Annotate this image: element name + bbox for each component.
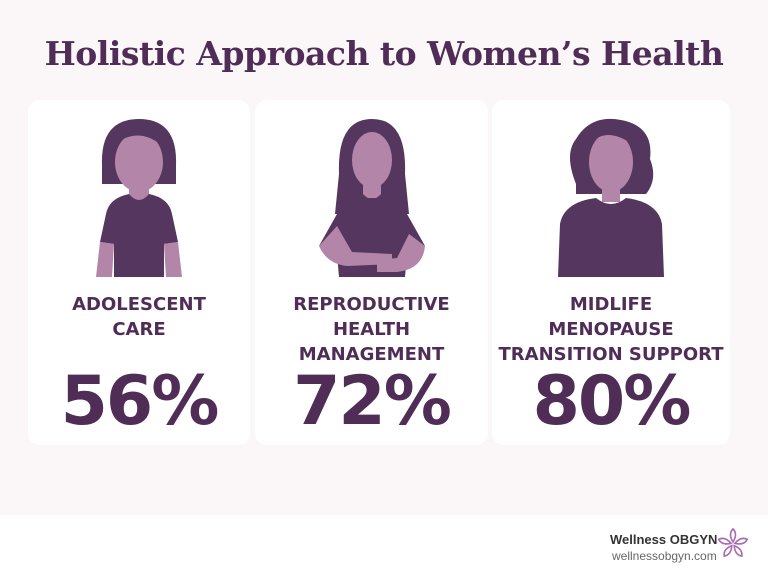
card-label: REPRODUCTIVE HEALTH MANAGEMENT [255, 292, 488, 367]
percentage-value: 80% [532, 362, 692, 441]
footer: Wellness OBGYN wellnessobgyn.com [0, 515, 768, 577]
brand-name: Wellness OBGYN [610, 532, 718, 547]
card-label-line: TRANSITION SUPPORT [498, 344, 724, 365]
card-label-line: MENOPAUSE [548, 319, 674, 340]
card-midlife-menopause: MIDLIFE MENOPAUSE TRANSITION SUPPORT 80% [492, 100, 730, 445]
card-label-line: MIDLIFE [569, 294, 653, 315]
woman-hands-on-abdomen-icon [318, 119, 425, 277]
card-label: ADOLESCENT CARE [28, 292, 250, 342]
card-reproductive-health: REPRODUCTIVE HEALTH MANAGEMENT 72% [255, 100, 488, 445]
midlife-woman-icon [558, 118, 664, 277]
card-label-line: REPRODUCTIVE [293, 294, 450, 315]
adolescent-girl-icon [96, 119, 182, 277]
card-label-line: MANAGEMENT [298, 344, 445, 365]
card-adolescent-care: ADOLESCENT CARE 56% [28, 100, 250, 445]
card-label: MIDLIFE MENOPAUSE TRANSITION SUPPORT [492, 292, 730, 367]
card-label-line: ADOLESCENT [72, 294, 206, 315]
percentage-value: 56% [60, 362, 220, 441]
brand-url: wellnessobgyn.com [612, 549, 717, 563]
percentage-value: 72% [293, 362, 452, 441]
page-title: Holistic Approach to Women’s Health [44, 34, 724, 73]
card-label-line: HEALTH [332, 319, 411, 340]
card-label-line: CARE [112, 319, 166, 340]
flower-icon [717, 527, 749, 558]
